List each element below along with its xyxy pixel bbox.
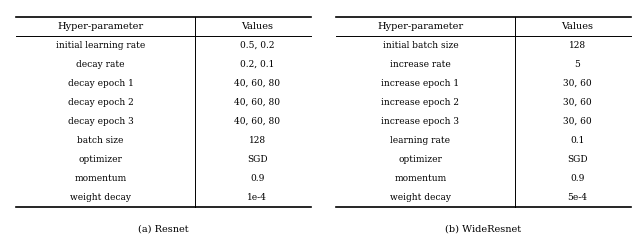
Text: 40, 60, 80: 40, 60, 80 [234,98,280,107]
Text: increase epoch 1: increase epoch 1 [381,79,460,88]
Text: SGD: SGD [247,155,268,164]
Text: 0.1: 0.1 [570,136,584,145]
Text: 30, 60: 30, 60 [563,79,591,88]
Text: momentum: momentum [74,174,127,183]
Text: Hyper-parameter: Hyper-parameter [58,22,143,31]
Text: 40, 60, 80: 40, 60, 80 [234,117,280,126]
Text: 0.2, 0.1: 0.2, 0.1 [240,60,275,69]
Text: 40, 60, 80: 40, 60, 80 [234,79,280,88]
Text: learning rate: learning rate [390,136,451,145]
Text: Hyper-parameter: Hyper-parameter [378,22,463,31]
Text: decay epoch 3: decay epoch 3 [68,117,133,126]
Text: decay rate: decay rate [76,60,125,69]
Text: 0.5, 0.2: 0.5, 0.2 [240,41,275,50]
Text: 1e-4: 1e-4 [247,193,268,202]
Text: decay epoch 1: decay epoch 1 [68,79,133,88]
Text: initial learning rate: initial learning rate [56,41,145,50]
Text: decay epoch 2: decay epoch 2 [68,98,133,107]
Text: optimizer: optimizer [399,155,442,164]
Text: batch size: batch size [77,136,124,145]
Text: Values: Values [561,22,593,31]
Text: 0.9: 0.9 [250,174,264,183]
Text: 30, 60: 30, 60 [563,98,591,107]
Text: optimizer: optimizer [79,155,122,164]
Text: SGD: SGD [567,155,588,164]
Text: 5e-4: 5e-4 [567,193,588,202]
Text: increase rate: increase rate [390,60,451,69]
Text: 128: 128 [569,41,586,50]
Text: 128: 128 [249,136,266,145]
Text: increase epoch 3: increase epoch 3 [381,117,460,126]
Text: 0.9: 0.9 [570,174,584,183]
Text: 5: 5 [574,60,580,69]
Text: momentum: momentum [394,174,447,183]
Text: 30, 60: 30, 60 [563,117,591,126]
Text: (a) Resnet: (a) Resnet [138,224,189,234]
Text: initial batch size: initial batch size [383,41,458,50]
Text: increase epoch 2: increase epoch 2 [381,98,460,107]
Text: (b) WideResnet: (b) WideResnet [445,224,521,234]
Text: weight decay: weight decay [390,193,451,202]
Text: Values: Values [241,22,273,31]
Text: weight decay: weight decay [70,193,131,202]
